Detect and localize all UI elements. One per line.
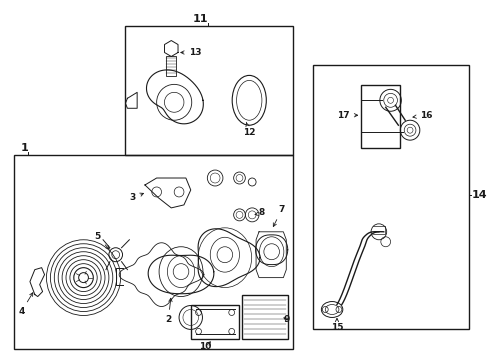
- Text: 4: 4: [18, 293, 33, 316]
- Text: 9: 9: [283, 315, 289, 324]
- Text: 10: 10: [199, 342, 211, 351]
- Text: 13: 13: [181, 48, 201, 57]
- Bar: [125, 26, 292, 155]
- Text: 2: 2: [165, 298, 172, 324]
- Bar: [190, 305, 239, 339]
- Bar: [14, 155, 292, 349]
- Text: 1: 1: [20, 143, 28, 153]
- Text: 7: 7: [273, 206, 285, 226]
- Bar: [242, 294, 287, 339]
- Bar: [166, 57, 176, 76]
- Bar: [361, 85, 400, 148]
- Text: 11: 11: [192, 14, 208, 24]
- Text: 3: 3: [129, 193, 143, 202]
- Text: 17: 17: [336, 111, 357, 120]
- Text: 12: 12: [243, 122, 255, 137]
- Text: 14: 14: [470, 190, 486, 200]
- Bar: [312, 66, 468, 329]
- Text: 16: 16: [412, 111, 431, 120]
- Text: 15: 15: [330, 318, 343, 332]
- Text: 5: 5: [94, 232, 109, 249]
- Text: 8: 8: [255, 208, 264, 217]
